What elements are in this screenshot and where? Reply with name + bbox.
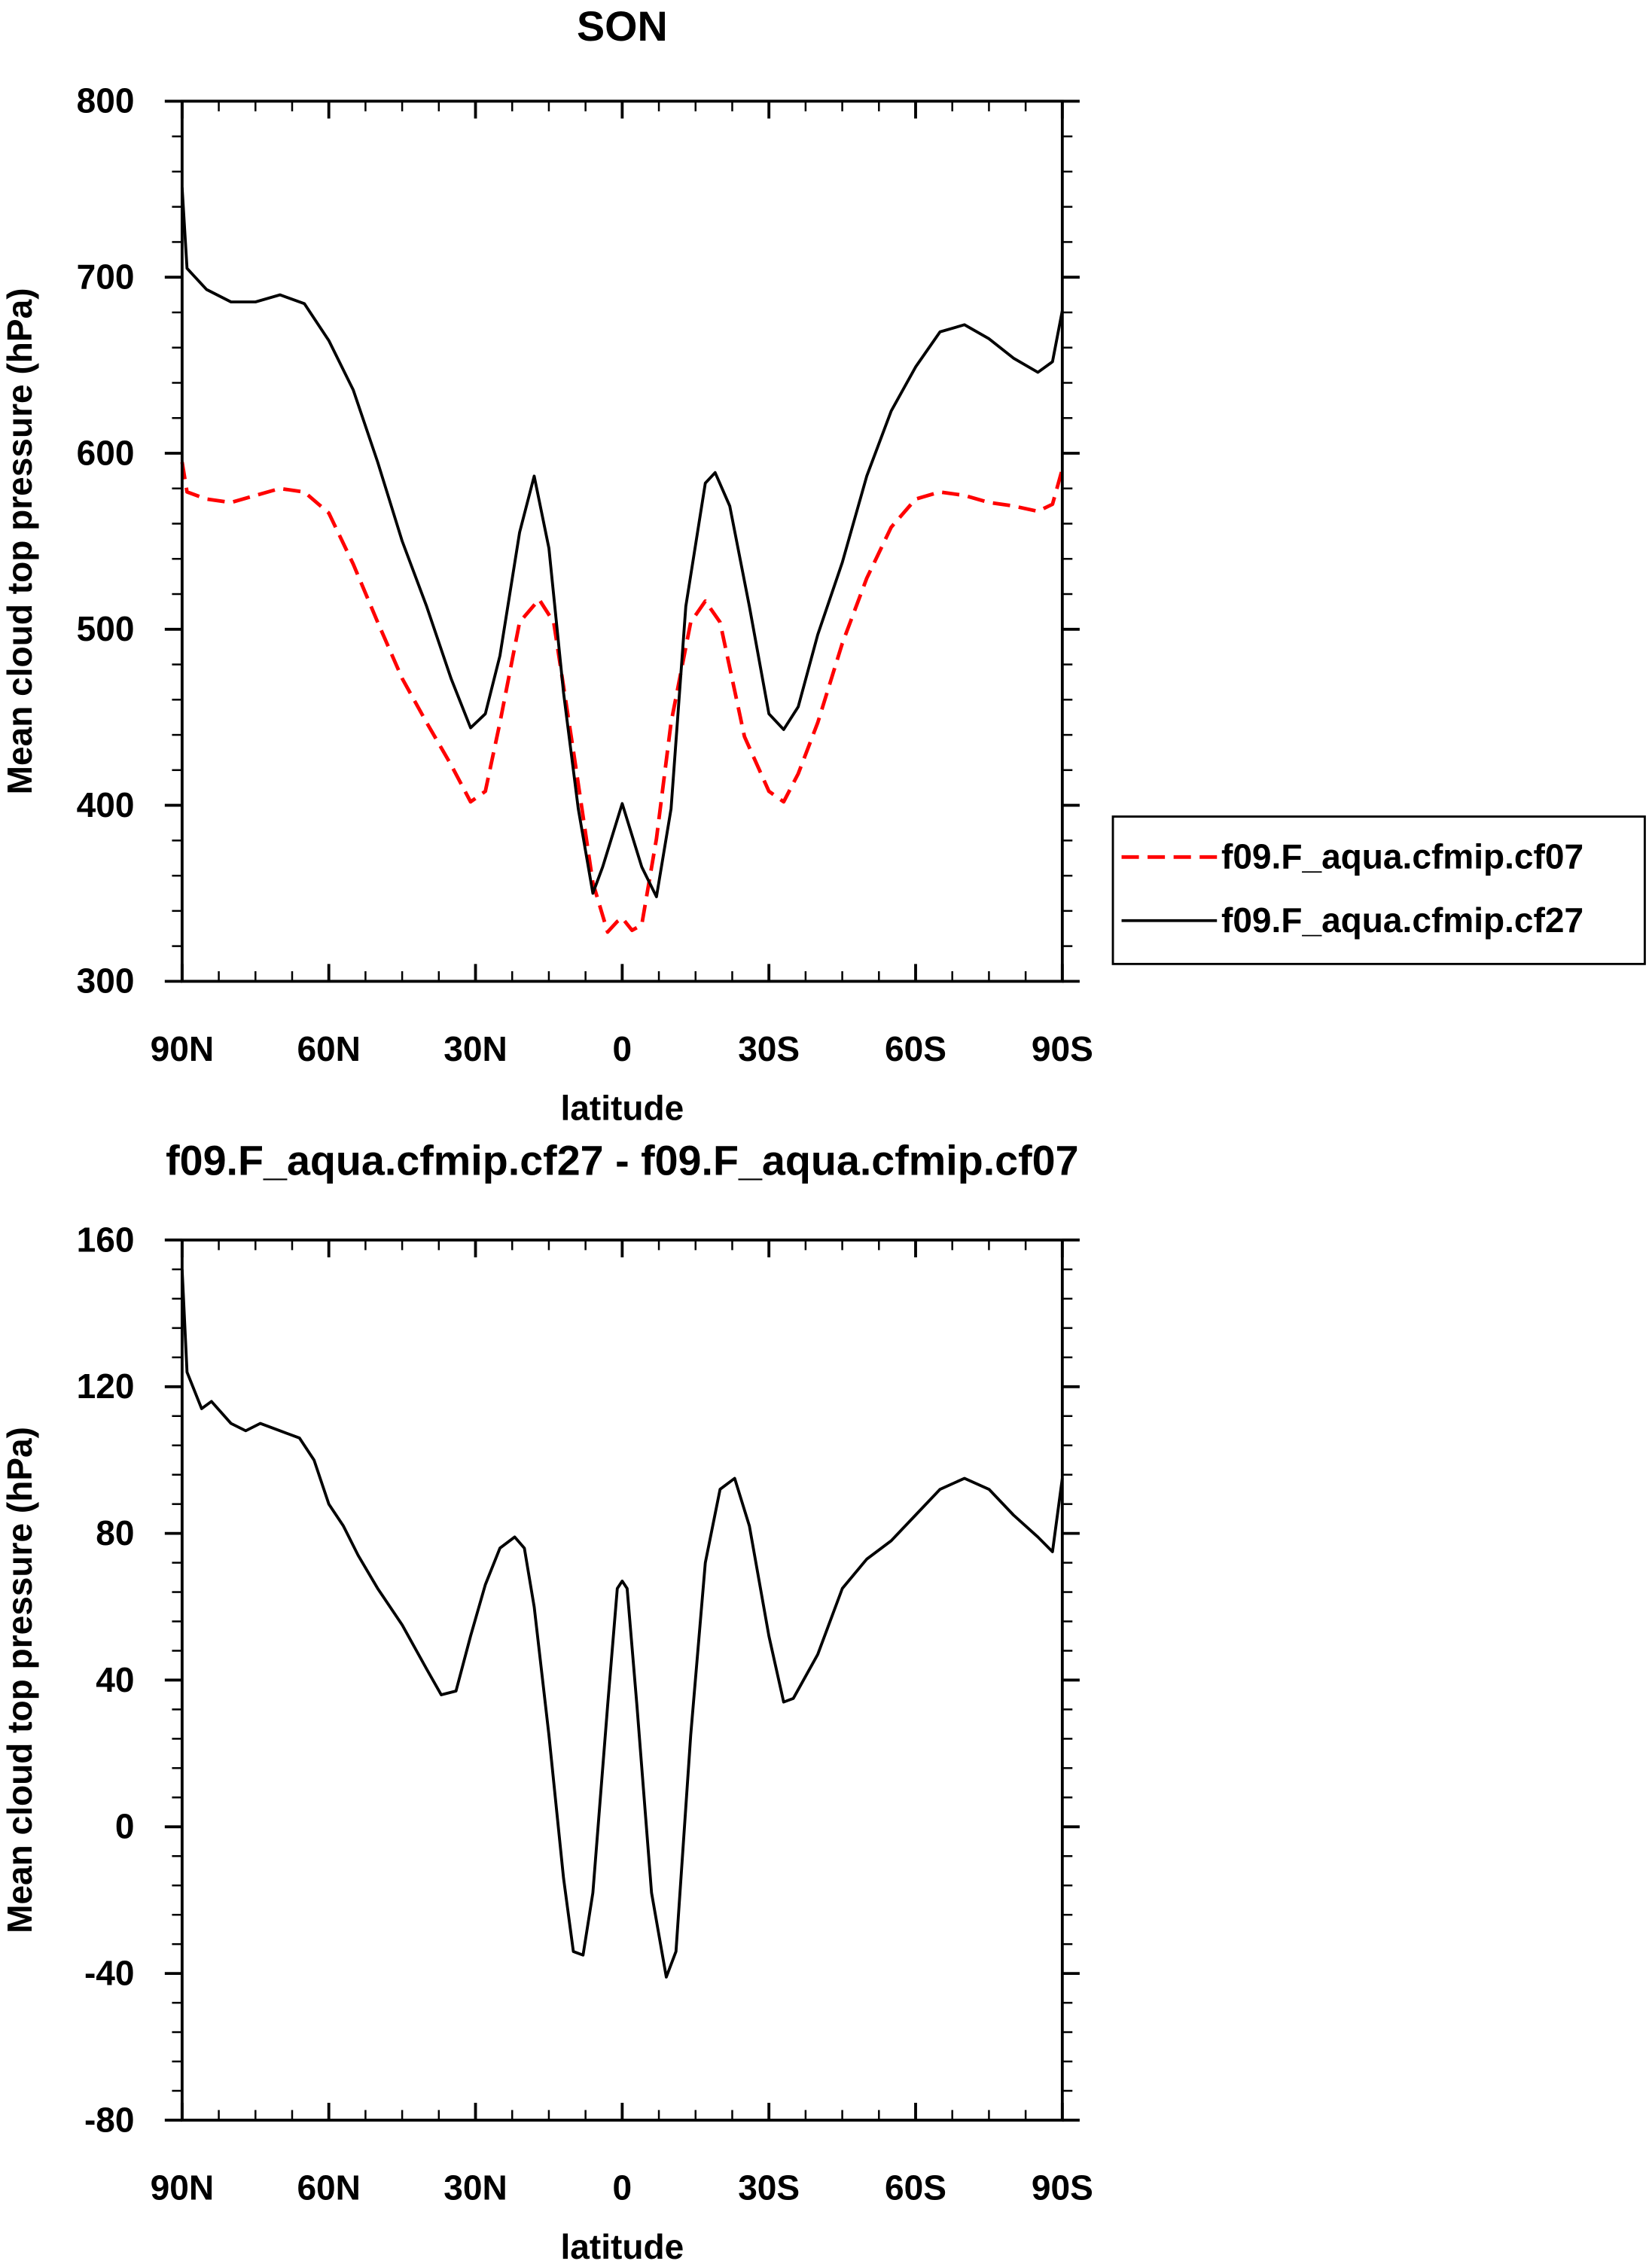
series-line-1 (180, 187, 1064, 899)
y-tick-label: -40 (84, 1953, 135, 1992)
x-tick-label: 90N (151, 2168, 214, 2208)
x-tick-label: 60N (297, 1029, 360, 1068)
x-tick-label: 60S (885, 2168, 946, 2208)
y-tick-label: 400 (77, 785, 135, 824)
x-tick-label: 30S (738, 1029, 800, 1068)
top-title: SON (577, 3, 668, 50)
x-tick-label: 90S (1032, 1029, 1093, 1068)
series-line-0 (180, 1269, 1064, 1979)
legend: f09.F_aqua.cfmip.cf07 f09.F_aqua.cfmip.c… (1111, 815, 1646, 965)
y-tick-label: 600 (77, 433, 135, 472)
bottom-title: f09.F_aqua.cfmip.cf27 - f09.F_aqua.cfmip… (166, 1138, 1078, 1184)
x-tick-label: 0 (613, 1029, 632, 1068)
y-tick-label: 160 (77, 1220, 135, 1259)
y-tick-label: -80 (84, 2100, 135, 2139)
x-tick-label: 60N (297, 2168, 360, 2208)
x-tick-label: 60S (885, 1029, 946, 1068)
series-line-0 (180, 462, 1065, 934)
x-tick-label: 30S (738, 2168, 800, 2208)
legend-label-cf07: f09.F_aqua.cfmip.cf07 (1221, 837, 1583, 876)
plot-frame (180, 1239, 1064, 2122)
y-tick-label: 300 (77, 961, 135, 1001)
bottom-ylabel: Mean cloud top pressure (hPa) (0, 1427, 39, 1933)
x-tick-label: 90N (151, 1029, 214, 1068)
y-tick-label: 120 (77, 1367, 135, 1406)
plot-frame (180, 99, 1064, 983)
x-tick-label: 0 (613, 2168, 632, 2208)
top-xlabel: latitude (560, 1089, 684, 1128)
top-ylabel: Mean cloud top pressure (hPa) (0, 288, 39, 794)
y-tick-label: 80 (96, 1513, 134, 1552)
bottom-xlabel: latitude (560, 2227, 684, 2266)
y-tick-label: 0 (115, 1807, 135, 1846)
y-tick-label: 800 (77, 81, 135, 120)
y-tick-label: 500 (77, 609, 135, 648)
y-tick-label: 700 (77, 257, 135, 297)
top-panel: SON latitude Mean cloud top pressure (hP… (0, 3, 1646, 1128)
x-tick-label: 30N (443, 2168, 507, 2208)
x-tick-label: 30N (443, 1029, 507, 1068)
legend-label-cf27: f09.F_aqua.cfmip.cf27 (1221, 900, 1583, 940)
x-tick-label: 90S (1032, 2168, 1093, 2208)
y-tick-label: 40 (96, 1660, 134, 1699)
bottom-panel: f09.F_aqua.cfmip.cf27 - f09.F_aqua.cfmip… (0, 1138, 1093, 2267)
legend-box (1111, 815, 1646, 965)
